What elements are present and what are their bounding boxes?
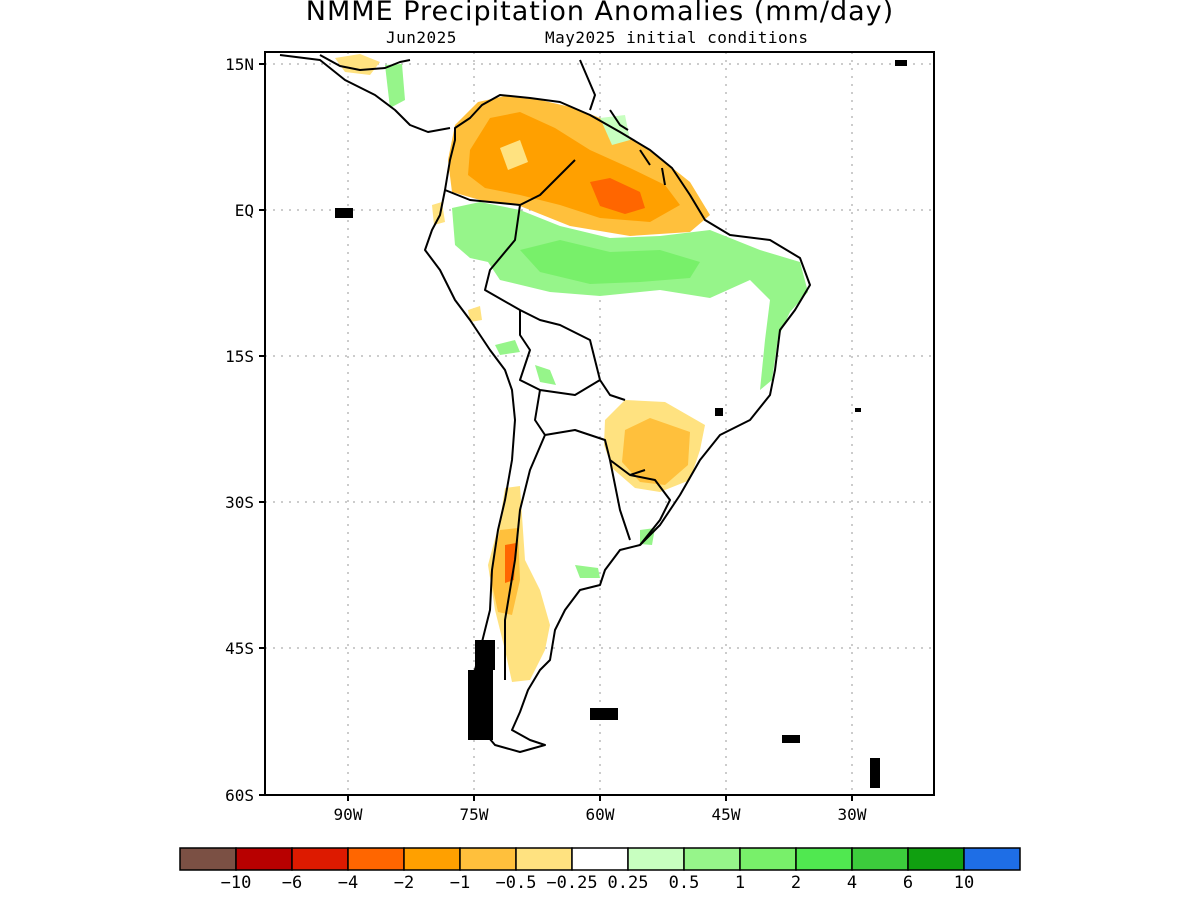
colorbar-swatch: [515, 847, 573, 871]
lat-label-15n: 15N: [225, 55, 254, 74]
colorbar: [179, 847, 1021, 871]
lat-label-eq: EQ: [235, 201, 254, 220]
lon-label-60w: 60W: [586, 805, 615, 824]
lat-label-15s: 15S: [225, 347, 254, 366]
colorbar-label: 10: [954, 873, 974, 893]
colorbar-label: −10: [221, 873, 252, 893]
lat-label-45s: 45S: [225, 639, 254, 658]
dry-anomaly-north-peak: [590, 178, 645, 214]
colorbar-swatch: [627, 847, 685, 871]
colorbar-swatch: [347, 847, 405, 871]
lon-label-30w: 30W: [838, 805, 867, 824]
colorbar-swatch: [851, 847, 909, 871]
colorbar-swatch: [963, 847, 1021, 871]
colorbar-label: 2: [791, 873, 801, 893]
colorbar-label: −1: [450, 873, 470, 893]
lon-label-45w: 45W: [712, 805, 741, 824]
lon-label-75w: 75W: [460, 805, 489, 824]
colorbar-label: −0.5: [496, 873, 537, 893]
colorbar-swatch: [683, 847, 741, 871]
colorbar-swatch: [291, 847, 349, 871]
lat-label-60s: 60S: [225, 786, 254, 805]
colorbar-swatch: [179, 847, 237, 871]
colorbar-label: −6: [282, 873, 302, 893]
colorbar-swatch: [403, 847, 461, 871]
coastlines: [279, 54, 811, 753]
colorbar-swatch: [235, 847, 293, 871]
country-borders: [444, 159, 671, 680]
colorbar-swatch: [907, 847, 965, 871]
colorbar-label: −0.25: [546, 873, 597, 893]
colorbar-label: 6: [903, 873, 913, 893]
colorbar-swatch: [459, 847, 517, 871]
initial-conditions: May2025 initial conditions: [545, 28, 809, 47]
map-title: NMME Precipitation Anomalies (mm/day): [305, 0, 895, 27]
islands: [335, 60, 907, 788]
colorbar-swatch: [571, 847, 629, 871]
colorbar-label: 0.25: [608, 873, 649, 893]
lat-label-30s: 30S: [225, 493, 254, 512]
forecast-month: Jun2025: [386, 28, 457, 47]
colorbar-label: 1: [735, 873, 745, 893]
colorbar-label: 0.5: [669, 873, 700, 893]
colorbar-swatch: [739, 847, 797, 871]
central-america-coast: [279, 54, 451, 133]
lon-label-90w: 90W: [334, 805, 363, 824]
colorbar-label: −4: [338, 873, 358, 893]
south-america-coast: [424, 94, 811, 753]
colorbar-swatch: [795, 847, 853, 871]
colorbar-label: −2: [394, 873, 414, 893]
anomaly-shading: [335, 54, 808, 682]
colorbar-label: 4: [847, 873, 857, 893]
colorbar-labels: −10 −6 −4 −2 −1 −0.5 −0.25 0.25 0.5 1 2 4 6 10: [221, 873, 975, 893]
